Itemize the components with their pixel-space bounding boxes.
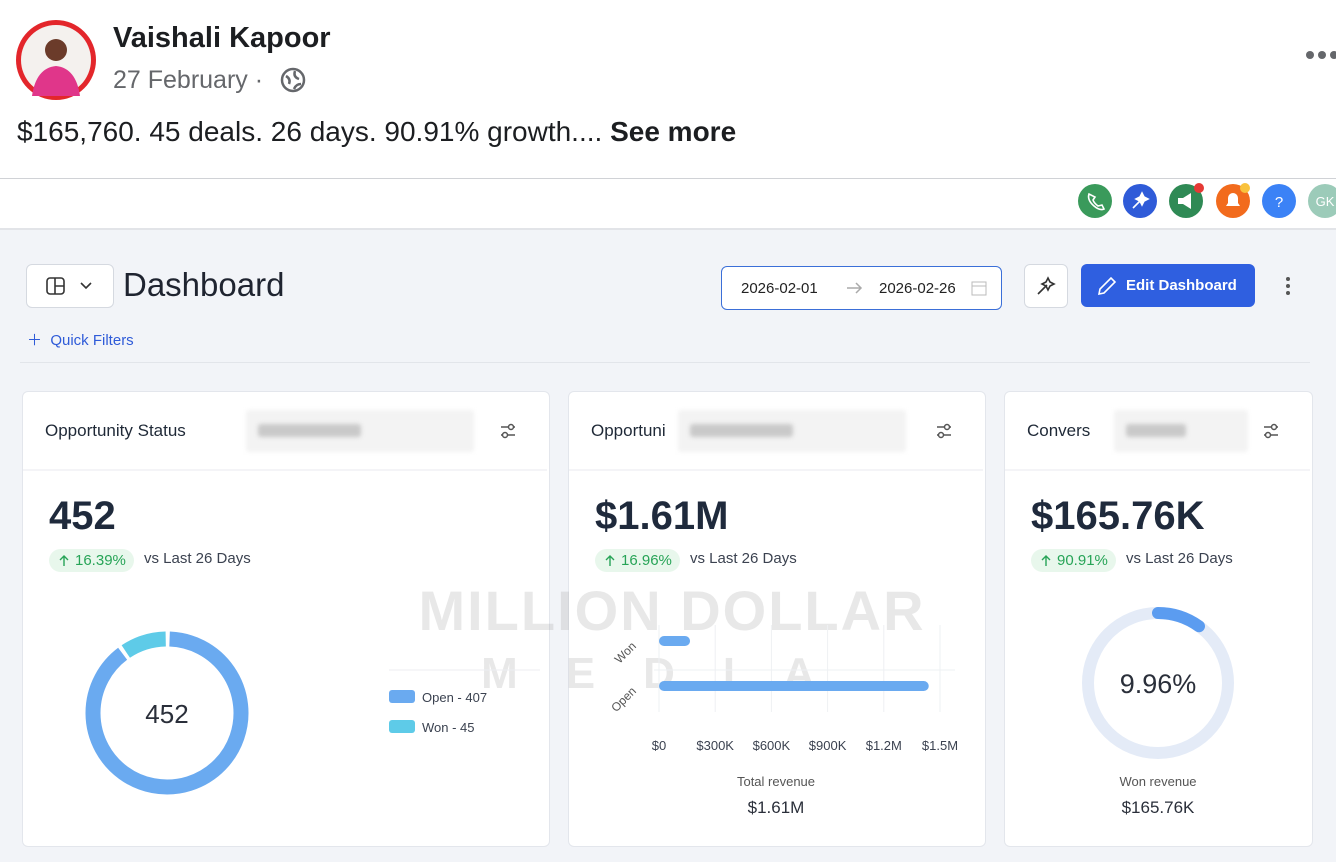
comparison: vs Last 26 Days	[690, 550, 797, 567]
change-badge: 90.91%	[1031, 549, 1116, 572]
up-arrow	[1041, 555, 1051, 566]
x-tick-label: $600K	[753, 738, 791, 753]
kebab-menu[interactable]	[1282, 276, 1294, 298]
bar	[659, 681, 929, 691]
calendar-icon	[971, 281, 987, 296]
date-from: 2026-02-01	[741, 280, 818, 297]
donut-center: 452	[145, 699, 188, 729]
filter-dropdown-text	[258, 424, 361, 437]
legend-swatch	[389, 720, 415, 733]
footer-value: $165.76K	[1122, 798, 1195, 817]
x-tick-label: $1.2M	[866, 738, 902, 753]
post-date[interactable]: 27 February ·	[113, 66, 263, 95]
metric: 452	[49, 494, 116, 538]
date: 27 February	[113, 66, 248, 94]
date-to: 2026-02-26	[879, 280, 956, 297]
watermark: MILLION DOLLAR	[418, 579, 925, 642]
card-title: Opportuni	[591, 421, 666, 440]
up-arrow	[605, 555, 615, 566]
legend-swatch	[389, 690, 415, 703]
sparkle-icon	[1037, 276, 1056, 295]
help-icon[interactable]: ?	[1275, 194, 1283, 211]
quick-filters-label: Quick Filters	[50, 332, 134, 349]
footer-value: $1.61M	[748, 798, 805, 817]
divider	[20, 362, 1310, 363]
footer-label: Total revenue	[737, 774, 815, 789]
layout-icon	[46, 277, 92, 295]
legend-label: Open - 407	[422, 690, 487, 705]
x-tick-label: $300K	[696, 738, 734, 753]
layout-switcher[interactable]	[26, 264, 114, 308]
separator: ·	[254, 66, 264, 94]
donut-segment	[121, 631, 167, 658]
filter-dropdown-text	[690, 424, 793, 437]
card-title: Convers	[1027, 421, 1091, 440]
metric: $1.61M	[595, 494, 729, 538]
text: $165,760. 45 deals. 26 days. 90.91% grow…	[17, 116, 603, 147]
gauge-value: 9.96%	[1120, 669, 1197, 699]
footer-label: Won revenue	[1119, 774, 1196, 789]
legend-label: Won - 45	[422, 720, 475, 735]
card	[568, 391, 986, 847]
edit-dashboard-button[interactable]: Edit Dashboard	[1081, 264, 1255, 307]
up-arrow	[59, 555, 69, 566]
filter-dropdown-text	[1126, 424, 1187, 437]
settings-knob	[501, 431, 509, 439]
gauge-arc	[1152, 607, 1205, 633]
divider	[0, 178, 1336, 179]
quick-filters[interactable]: ＋ Quick Filters	[27, 332, 134, 349]
divider	[0, 228, 1336, 230]
globe-icon	[280, 67, 306, 93]
settings-knob	[937, 431, 945, 439]
metric: $165.76K	[1031, 494, 1205, 538]
x-tick-label: $1.5M	[922, 738, 958, 753]
user-initials[interactable]: GK	[1316, 194, 1335, 209]
donut-segment	[85, 631, 249, 795]
settings-knob	[1270, 423, 1278, 431]
author[interactable]: Vaishali Kapoor	[113, 22, 331, 54]
settings-knob	[1264, 431, 1272, 439]
pencil-icon	[1097, 276, 1117, 296]
bar	[659, 636, 691, 646]
x-tick-label: $900K	[809, 738, 847, 753]
comparison: vs Last 26 Days	[1126, 550, 1233, 567]
card-title: Opportunity Status	[45, 421, 186, 440]
avatar[interactable]	[14, 18, 98, 102]
dashboard-title: Dashboard	[123, 266, 285, 303]
change-badge: 16.96%	[595, 549, 680, 572]
post-text: $165,760. 45 deals. 26 days. 90.91% grow…	[17, 116, 736, 148]
ai-button[interactable]	[1024, 264, 1068, 308]
toolbar-icons: ? GK	[1078, 183, 1336, 218]
date-range-picker[interactable]: 2026-02-01 2026-02-26	[721, 266, 1002, 310]
settings-knob	[943, 423, 951, 431]
more-menu[interactable]	[1304, 48, 1336, 62]
see-more[interactable]: See more	[610, 116, 737, 147]
comparison: vs Last 26 Days	[144, 550, 251, 567]
change-badge: 16.39%	[49, 549, 134, 572]
settings-knob	[507, 423, 515, 431]
arrow-icon	[847, 282, 863, 294]
x-tick-label: $0	[652, 738, 666, 753]
edit-label: Edit Dashboard	[1126, 277, 1237, 294]
